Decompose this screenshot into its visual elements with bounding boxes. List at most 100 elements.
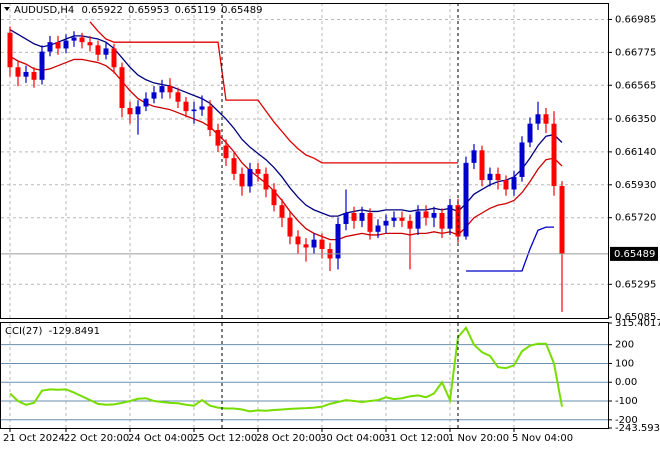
y-tick-label: 0.66775 <box>615 47 656 58</box>
cci-line <box>9 325 563 413</box>
indicator-line <box>89 21 458 164</box>
candle-body <box>415 211 421 229</box>
y-tick-label: -243.5938 <box>615 423 660 434</box>
candle-body <box>23 71 29 77</box>
candle-body <box>207 106 213 130</box>
candle-body <box>423 211 429 218</box>
candle-body <box>175 92 181 102</box>
candle-body <box>439 213 445 229</box>
candle-body <box>383 220 389 226</box>
y-tick-label: 0.66565 <box>615 80 656 91</box>
header: AUDUSD,H4 0.65922 0.65953 0.65119 0.6548… <box>14 5 262 16</box>
candle-body <box>543 114 549 124</box>
candle-body <box>343 213 349 224</box>
y-tick-label: 315.4017 <box>615 318 660 329</box>
close-price: 0.65489 <box>221 5 262 16</box>
candle-body <box>287 217 293 237</box>
candle-body <box>527 123 533 143</box>
price-label: 0.65489 <box>614 249 655 260</box>
candle-body <box>391 217 397 221</box>
candle-body <box>375 225 381 232</box>
candle-body <box>95 45 101 55</box>
y-tick-label: 0.66350 <box>615 114 656 125</box>
candle-body <box>231 158 237 174</box>
candle-body <box>167 86 173 93</box>
candle-body <box>447 205 453 229</box>
candle-body <box>79 37 85 43</box>
candle-body <box>47 42 53 52</box>
candle-body <box>407 220 413 229</box>
candle-body <box>119 67 125 108</box>
candle-body <box>71 37 77 41</box>
candle-body <box>271 189 277 206</box>
x-tick-label: 28 Oct 20:00 <box>256 433 321 444</box>
candle-body <box>103 48 109 55</box>
x-tick-label: 24 Oct 04:00 <box>128 433 193 444</box>
x-tick-label: 5 Nov 04:00 <box>512 433 573 444</box>
candle-body <box>199 106 205 110</box>
open-price: 0.65922 <box>81 5 122 16</box>
candle-body <box>135 106 141 115</box>
high-price: 0.65953 <box>128 5 169 16</box>
candle-body <box>319 239 325 250</box>
candle-body <box>159 86 165 93</box>
candle-body <box>63 40 69 49</box>
indicator-line <box>9 55 563 241</box>
candle-body <box>351 213 357 221</box>
candle-body <box>31 71 37 80</box>
candle-body <box>151 92 157 99</box>
price-box <box>610 246 658 261</box>
candle-body <box>367 213 373 232</box>
candle-body <box>535 114 541 124</box>
x-tick-label: 21 Oct 2024 <box>3 433 65 444</box>
candle-body <box>487 173 493 181</box>
candle-body <box>559 186 565 254</box>
candle-body <box>463 162 469 237</box>
candle-body <box>143 98 149 107</box>
x-tick-label: 1 Nov 20:00 <box>448 433 509 444</box>
y-tick-label: 0.66985 <box>615 14 656 25</box>
x-tick-label: 25 Oct 12:00 <box>192 433 257 444</box>
collapse-icon[interactable] <box>4 7 10 11</box>
indicator-line <box>9 29 563 217</box>
y-tick-label: -200 <box>615 415 638 426</box>
candle-body <box>399 217 405 221</box>
cci-frame <box>0 322 609 429</box>
candle-body <box>303 244 309 248</box>
y-tick-label: 0.65085 <box>615 312 656 323</box>
candle-body <box>15 67 21 77</box>
y-tick-label: 0.65720 <box>615 213 656 224</box>
candle-body <box>359 213 365 221</box>
y-tick-label: 0.00 <box>615 377 637 388</box>
candle-body <box>551 123 557 187</box>
y-tick-label: 100 <box>615 358 634 369</box>
candle-body <box>7 32 13 68</box>
candle-body <box>311 239 317 248</box>
candle-body <box>247 169 253 187</box>
y-tick-label: -100 <box>615 396 638 407</box>
candle-body <box>431 213 437 218</box>
x-tick-label: 22 Oct 20:00 <box>64 433 129 444</box>
candle-body <box>519 142 525 177</box>
y-tick-label: 0.65295 <box>615 279 656 290</box>
candle-body <box>239 173 245 187</box>
candle-body <box>279 205 285 218</box>
cci-value: -129.8491 <box>49 326 100 337</box>
cci-title: CCI(27) <box>5 326 43 337</box>
candle-body <box>495 173 501 181</box>
low-price: 0.65119 <box>175 5 216 16</box>
y-tick-label: 0.66140 <box>615 147 656 158</box>
candle-body <box>191 109 197 112</box>
candle-body <box>111 48 117 68</box>
candle-body <box>87 42 93 46</box>
main-frame <box>0 3 609 319</box>
candle-body <box>263 173 269 190</box>
y-tick-label: 200 <box>615 340 634 351</box>
candle-body <box>55 42 61 49</box>
candle-body <box>295 236 301 245</box>
candle-body <box>503 180 509 190</box>
candle-body <box>183 101 189 112</box>
candle-body <box>127 108 133 115</box>
